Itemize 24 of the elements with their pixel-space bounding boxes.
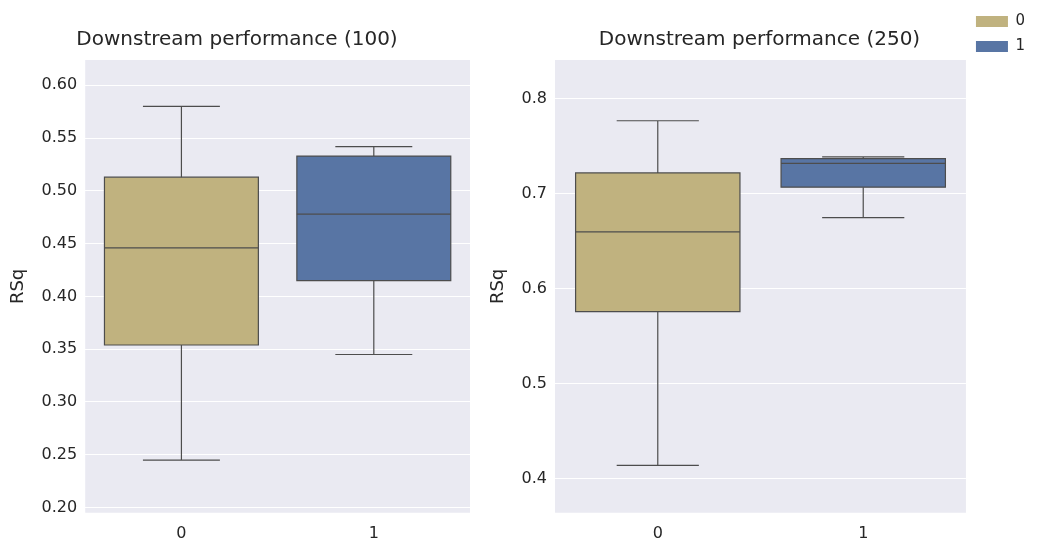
y-tick-label: 0.35 [41, 338, 78, 358]
x-tick-label: 0 [652, 522, 663, 542]
chart-title: Downstream performance (100) [76, 26, 398, 51]
y-axis-title: RSq [6, 268, 28, 305]
y-tick-label: 0.4 [521, 467, 548, 487]
x-tick-label: 1 [858, 522, 869, 542]
chart-title: Downstream performance (250) [598, 26, 921, 51]
x-tick-label: 1 [368, 522, 379, 542]
y-tick-label: 0.40 [41, 285, 78, 305]
legend-label: 1 [1015, 36, 1025, 55]
y-tick-label: 0.5 [521, 372, 548, 392]
y-tick-label: 0.30 [41, 391, 78, 411]
y-axis-title: RSq [486, 268, 508, 305]
x-tick-label: 0 [176, 522, 187, 542]
y-tick-label: 0.20 [41, 496, 78, 516]
y-tick-label: 0.6 [521, 277, 548, 297]
y-tick-label: 0.50 [41, 180, 78, 200]
y-tick-label: 0.25 [41, 443, 78, 463]
y-tick-label: 0.8 [521, 88, 548, 108]
y-tick-label: 0.7 [521, 183, 548, 202]
y-tick-label: 0.55 [41, 127, 78, 147]
y-tick-label: 0.45 [41, 232, 78, 252]
legend-label: 0 [1015, 11, 1025, 30]
y-tick-label: 0.60 [41, 74, 78, 94]
